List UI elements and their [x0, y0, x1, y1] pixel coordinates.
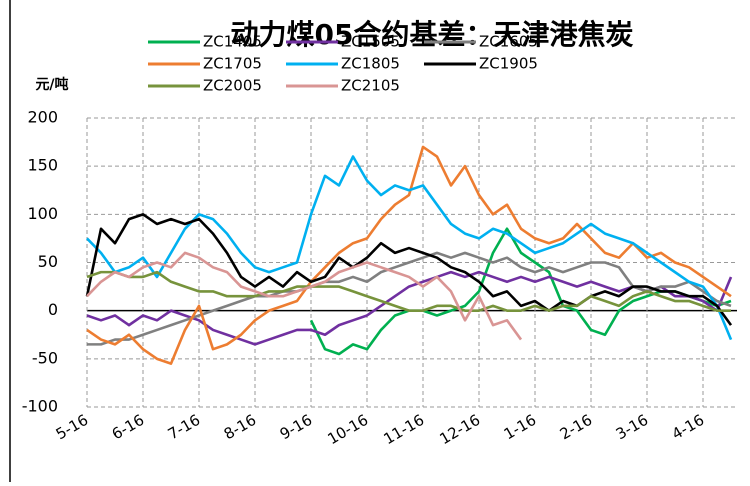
chart-title: 动力煤05合约基差：天津港焦炭 [231, 18, 634, 51]
legend-label: ZC1505 [341, 33, 400, 51]
y-tick-label: 0 [48, 300, 58, 319]
y-tick-label: 100 [27, 204, 58, 223]
series-line [87, 251, 732, 346]
y-tick-label: 200 [27, 108, 58, 127]
series-line [86, 270, 731, 312]
legend-label: ZC1405 [203, 33, 262, 51]
legend-label: ZC2005 [203, 77, 262, 95]
y-tick-label: -100 [22, 397, 58, 416]
legend-label: ZC1905 [479, 55, 538, 73]
y-axis-label: 元/吨 [35, 76, 68, 93]
series-line [86, 155, 733, 341]
series-line [86, 251, 523, 341]
legend-label: ZC1605 [479, 33, 538, 51]
y-tick-label: 150 [27, 156, 58, 175]
series-line [86, 145, 732, 365]
y-tick-label: 50 [38, 252, 58, 271]
legend-label: ZC2105 [341, 77, 400, 95]
series-line [85, 213, 733, 326]
y-tick-label: -50 [32, 348, 58, 367]
legend-label: ZC1705 [203, 55, 262, 73]
series-line [86, 270, 733, 346]
legend-label: ZC1805 [341, 55, 400, 73]
